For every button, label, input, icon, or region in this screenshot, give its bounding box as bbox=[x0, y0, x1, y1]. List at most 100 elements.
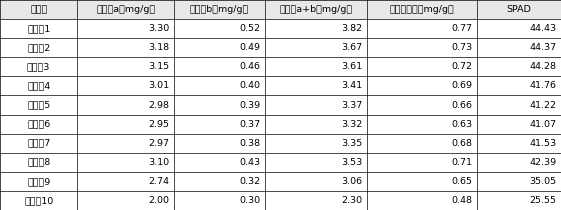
Text: 44.28: 44.28 bbox=[530, 62, 557, 71]
Bar bbox=[174, 153, 265, 172]
Bar bbox=[477, 114, 561, 134]
Text: 实施例4: 实施例4 bbox=[27, 81, 50, 91]
Text: 0.37: 0.37 bbox=[239, 119, 260, 129]
Bar bbox=[174, 114, 265, 134]
Bar bbox=[367, 57, 477, 76]
Text: 实施例8: 实施例8 bbox=[27, 158, 50, 167]
Bar bbox=[77, 76, 174, 96]
Bar bbox=[174, 38, 265, 57]
Text: 3.30: 3.30 bbox=[148, 24, 169, 33]
Text: 实施例7: 实施例7 bbox=[27, 139, 50, 148]
Bar bbox=[265, 96, 367, 114]
Bar bbox=[367, 114, 477, 134]
Bar bbox=[77, 191, 174, 210]
Bar bbox=[174, 76, 265, 96]
Text: 3.18: 3.18 bbox=[148, 43, 169, 52]
Bar bbox=[0, 153, 77, 172]
Text: 实施例3: 实施例3 bbox=[27, 62, 50, 71]
Text: 2.98: 2.98 bbox=[149, 101, 169, 109]
Text: 2.97: 2.97 bbox=[149, 139, 169, 148]
Bar bbox=[0, 114, 77, 134]
Text: 0.32: 0.32 bbox=[239, 177, 260, 186]
Text: 实施例1: 实施例1 bbox=[27, 24, 50, 33]
Text: 35.05: 35.05 bbox=[530, 177, 557, 186]
Text: 0.43: 0.43 bbox=[239, 158, 260, 167]
Text: 41.22: 41.22 bbox=[530, 101, 557, 109]
Bar bbox=[367, 0, 477, 19]
Bar bbox=[477, 134, 561, 153]
Bar bbox=[77, 57, 174, 76]
Bar bbox=[367, 153, 477, 172]
Text: 0.71: 0.71 bbox=[452, 158, 472, 167]
Text: 0.69: 0.69 bbox=[452, 81, 472, 91]
Bar bbox=[477, 172, 561, 191]
Bar bbox=[174, 96, 265, 114]
Bar bbox=[77, 19, 174, 38]
Text: 实施例2: 实施例2 bbox=[27, 43, 50, 52]
Bar bbox=[0, 191, 77, 210]
Text: 实施例6: 实施例6 bbox=[27, 119, 50, 129]
Text: 3.61: 3.61 bbox=[341, 62, 362, 71]
Text: 0.65: 0.65 bbox=[452, 177, 472, 186]
Bar bbox=[77, 134, 174, 153]
Bar bbox=[367, 19, 477, 38]
Text: 叶绿素b（mg/g）: 叶绿素b（mg/g） bbox=[190, 5, 249, 14]
Text: 2.74: 2.74 bbox=[149, 177, 169, 186]
Bar bbox=[265, 0, 367, 19]
Text: 0.72: 0.72 bbox=[452, 62, 472, 71]
Text: 44.43: 44.43 bbox=[530, 24, 557, 33]
Text: 41.07: 41.07 bbox=[530, 119, 557, 129]
Bar bbox=[174, 0, 265, 19]
Bar bbox=[477, 19, 561, 38]
Text: 0.49: 0.49 bbox=[240, 43, 260, 52]
Bar bbox=[77, 0, 174, 19]
Bar bbox=[477, 38, 561, 57]
Text: 25.55: 25.55 bbox=[530, 196, 557, 205]
Text: 3.82: 3.82 bbox=[341, 24, 362, 33]
Bar bbox=[477, 76, 561, 96]
Bar bbox=[77, 96, 174, 114]
Bar bbox=[477, 191, 561, 210]
Text: 0.48: 0.48 bbox=[452, 196, 472, 205]
Text: 0.46: 0.46 bbox=[240, 62, 260, 71]
Bar bbox=[477, 96, 561, 114]
Bar bbox=[367, 38, 477, 57]
Text: 3.15: 3.15 bbox=[148, 62, 169, 71]
Text: 0.73: 0.73 bbox=[451, 43, 472, 52]
Text: 42.39: 42.39 bbox=[530, 158, 557, 167]
Text: 0.77: 0.77 bbox=[452, 24, 472, 33]
Text: 0.39: 0.39 bbox=[239, 101, 260, 109]
Text: 41.76: 41.76 bbox=[530, 81, 557, 91]
Bar bbox=[174, 19, 265, 38]
Text: 0.68: 0.68 bbox=[452, 139, 472, 148]
Text: 3.01: 3.01 bbox=[148, 81, 169, 91]
Bar bbox=[174, 134, 265, 153]
Text: 类胡萝卜素（mg/g）: 类胡萝卜素（mg/g） bbox=[389, 5, 454, 14]
Bar bbox=[265, 153, 367, 172]
Bar bbox=[77, 172, 174, 191]
Bar bbox=[477, 0, 561, 19]
Bar bbox=[0, 134, 77, 153]
Bar bbox=[265, 76, 367, 96]
Text: 3.06: 3.06 bbox=[341, 177, 362, 186]
Text: 2.00: 2.00 bbox=[149, 196, 169, 205]
Bar bbox=[0, 38, 77, 57]
Text: 0.38: 0.38 bbox=[239, 139, 260, 148]
Text: 实施例10: 实施例10 bbox=[24, 196, 53, 205]
Text: 0.66: 0.66 bbox=[452, 101, 472, 109]
Text: 3.41: 3.41 bbox=[341, 81, 362, 91]
Bar bbox=[477, 153, 561, 172]
Bar bbox=[265, 19, 367, 38]
Bar bbox=[174, 57, 265, 76]
Bar bbox=[477, 57, 561, 76]
Bar bbox=[77, 38, 174, 57]
Bar bbox=[265, 57, 367, 76]
Bar bbox=[0, 19, 77, 38]
Bar bbox=[0, 96, 77, 114]
Text: 3.35: 3.35 bbox=[341, 139, 362, 148]
Text: 44.37: 44.37 bbox=[530, 43, 557, 52]
Bar bbox=[367, 172, 477, 191]
Text: 叶绿素a+b（mg/g）: 叶绿素a+b（mg/g） bbox=[279, 5, 352, 14]
Bar bbox=[367, 134, 477, 153]
Text: 实施例9: 实施例9 bbox=[27, 177, 50, 186]
